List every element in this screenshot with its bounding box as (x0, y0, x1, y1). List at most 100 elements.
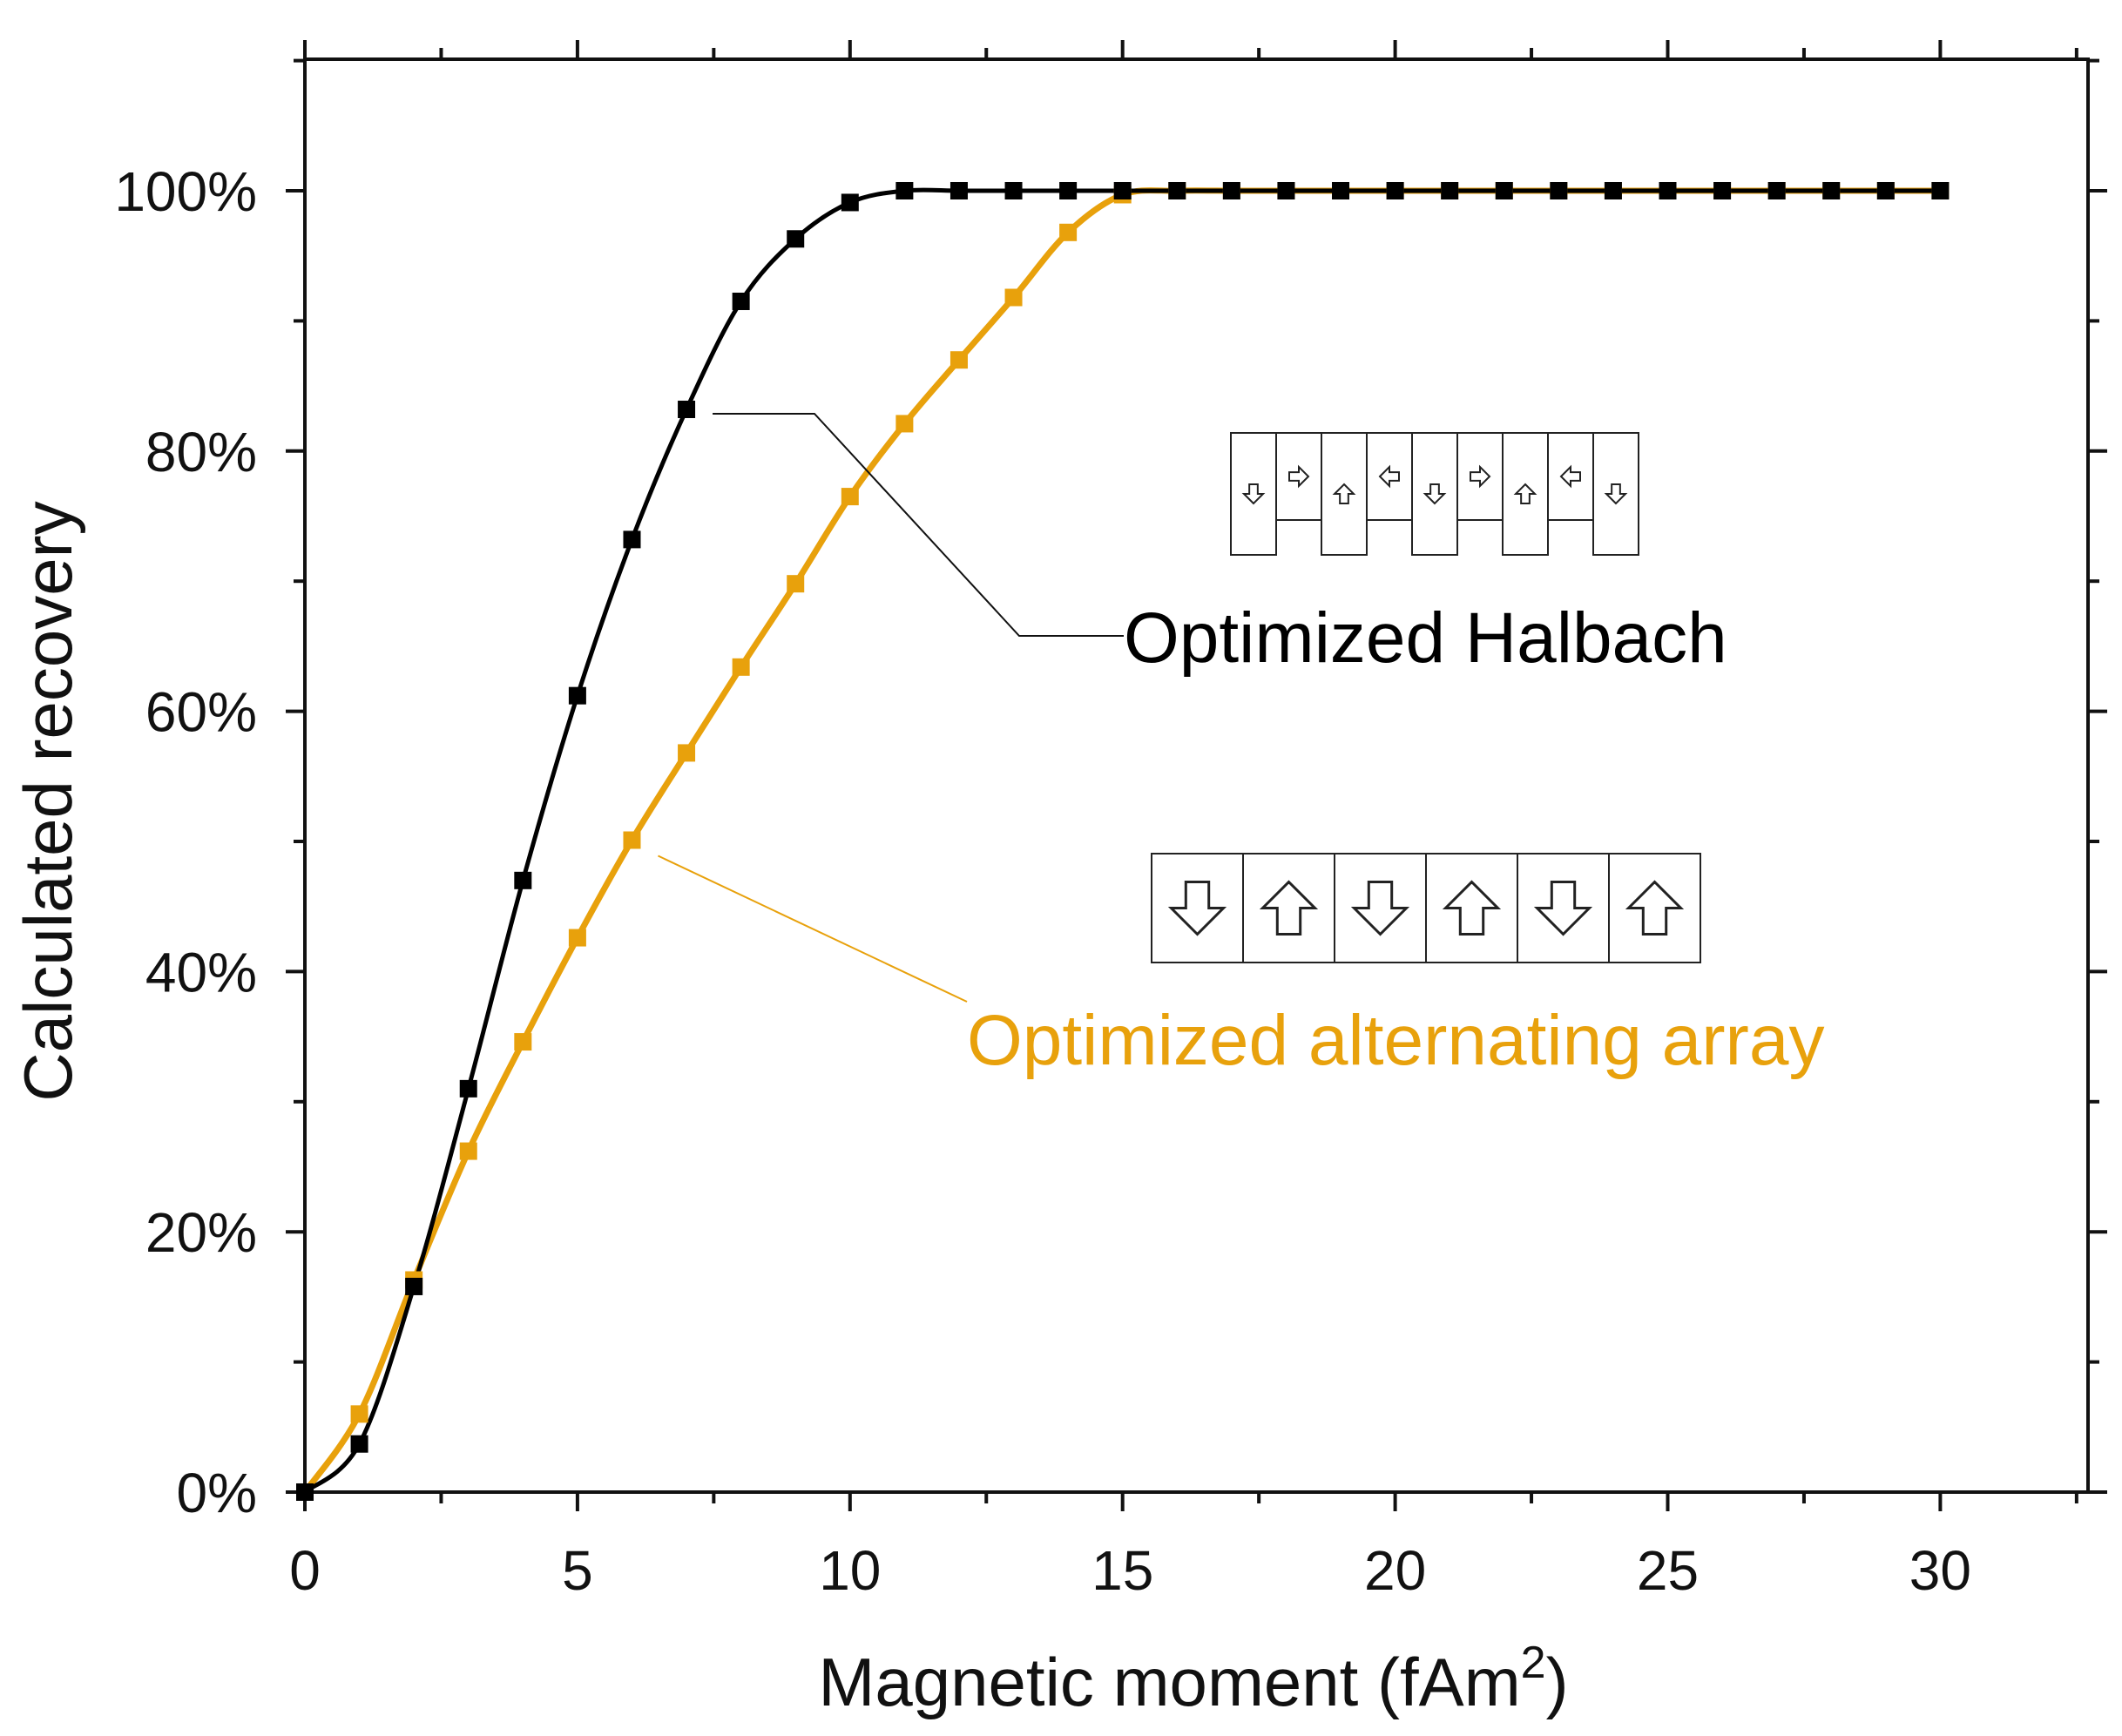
alternating-array-point (568, 929, 586, 947)
x-axis-title: Magnetic moment (fAm2) (818, 1638, 1568, 1720)
halbach-point (459, 1079, 477, 1098)
arrow-shape (1533, 881, 1593, 936)
halbach-point (1332, 182, 1350, 199)
halbach-point (1767, 182, 1786, 199)
x-tick-label: 5 (562, 1539, 593, 1602)
arrow-shape (1167, 881, 1227, 936)
alternating-array-point (949, 351, 968, 369)
halbach-point (405, 1277, 423, 1295)
y-tick-label: 100% (114, 160, 257, 223)
alternating-down-arrow-icon (1533, 881, 1593, 936)
halbach-point (1222, 182, 1240, 199)
alternating-array-point (678, 744, 696, 762)
halbach-point (1659, 182, 1677, 199)
arrow-shape (1559, 464, 1581, 489)
alternating-down-arrow-icon (1350, 881, 1410, 936)
alternating-array-point (350, 1405, 368, 1423)
x-tick-label: 25 (1637, 1539, 1699, 1602)
halbach-point (514, 871, 532, 889)
arrow-shape (1259, 880, 1319, 936)
x-tick-label: 30 (1909, 1539, 1971, 1602)
halbach-point (1059, 182, 1078, 199)
halbach-point (1168, 182, 1186, 199)
halbach-point (296, 1483, 314, 1501)
arrow-shape (1241, 483, 1266, 505)
halbach-point (1604, 182, 1622, 199)
y-tick-label: 40% (145, 941, 257, 1003)
alternating-leader-line (658, 854, 968, 1003)
halbach-point (1004, 182, 1023, 199)
axis-tick-labels: 0 5 10 15 20 25 30 0% 20% 40% 60% 80% 100% (114, 160, 1971, 1602)
halbach-point (1495, 182, 1513, 199)
alternating-down-arrow-icon (1167, 881, 1227, 936)
alternating-array-point (841, 488, 859, 506)
halbach-left-arrow-icon (1378, 464, 1400, 489)
arrow-shape (1332, 483, 1356, 504)
halbach-point (1713, 182, 1732, 199)
alternating-up-arrow-icon (1625, 880, 1685, 936)
axis-ticks (286, 40, 2107, 1511)
x-axis-title-end: ) (1546, 1644, 1569, 1720)
alternating-array-point (895, 415, 914, 433)
alternating-array-point (514, 1033, 532, 1051)
arrow-shape (1604, 483, 1628, 505)
halbach-point (841, 193, 859, 212)
halbach-point (350, 1435, 368, 1453)
data-markers (296, 182, 1950, 1501)
halbach-point (895, 182, 914, 199)
y-tick-label: 20% (145, 1201, 257, 1264)
halbach-right-arrow-icon (1470, 464, 1491, 489)
halbach-point (1931, 182, 1950, 199)
y-tick-label: 60% (145, 681, 257, 744)
halbach-point (1277, 182, 1295, 199)
alternating-array-point (623, 831, 641, 849)
x-axis-title-superscript: 2 (1521, 1638, 1546, 1688)
annotation-halbach: Optimized Halbach (1124, 598, 1727, 678)
alternating-up-arrow-icon (1259, 880, 1319, 936)
alternating-array-point (787, 575, 805, 593)
plot-border (303, 57, 2090, 1494)
y-tick-label: 0% (177, 1462, 258, 1524)
halbach-point (568, 686, 586, 705)
arrow-shape (1350, 881, 1410, 936)
halbach-up-arrow-icon (1513, 483, 1537, 504)
plot-frame (303, 57, 2090, 1494)
halbach-down-arrow-icon (1604, 483, 1628, 505)
halbach-right-arrow-icon (1288, 464, 1310, 489)
halbach-point (623, 530, 641, 549)
halbach-up-arrow-icon (1332, 483, 1356, 504)
y-axis-title: Calculated recovery (10, 501, 86, 1101)
annotation-alternating-array: Optimized alternating array (967, 1001, 1824, 1080)
halbach-point (1550, 182, 1568, 199)
halbach-curve (303, 187, 1941, 1494)
halbach-point (1822, 182, 1841, 199)
alternating-array-point (459, 1142, 477, 1160)
halbach-point (732, 292, 750, 310)
alternating-array-point (732, 658, 750, 676)
x-tick-label: 10 (819, 1539, 881, 1602)
halbach-point (949, 182, 968, 199)
arrow-shape (1442, 880, 1502, 936)
data-curves (302, 187, 1941, 1495)
halbach-down-arrow-icon (1241, 483, 1266, 505)
halbach-leader-line (713, 412, 1124, 637)
magnet-insets (1151, 432, 1701, 963)
arrow-shape (1288, 464, 1310, 489)
x-axis-title-main: Magnetic moment (fAm (818, 1644, 1520, 1720)
halbach-magnet-block (1321, 432, 1368, 556)
halbach-point (1113, 182, 1132, 199)
arrow-shape (1513, 483, 1537, 504)
alternating-array-point (1059, 223, 1078, 241)
alternating-array-curve (302, 187, 1941, 1495)
y-tick-label: 80% (145, 421, 257, 483)
alternating-array-point (1004, 288, 1023, 307)
arrow-shape (1470, 464, 1491, 489)
halbach-point (1441, 182, 1459, 199)
halbach-point (787, 230, 805, 248)
halbach-point (1876, 182, 1895, 199)
halbach-magnet-block (1275, 432, 1322, 521)
halbach-down-arrow-icon (1423, 483, 1447, 505)
annotation-leaders (658, 412, 1124, 1003)
arrow-shape (1423, 483, 1447, 505)
halbach-point (678, 400, 696, 418)
